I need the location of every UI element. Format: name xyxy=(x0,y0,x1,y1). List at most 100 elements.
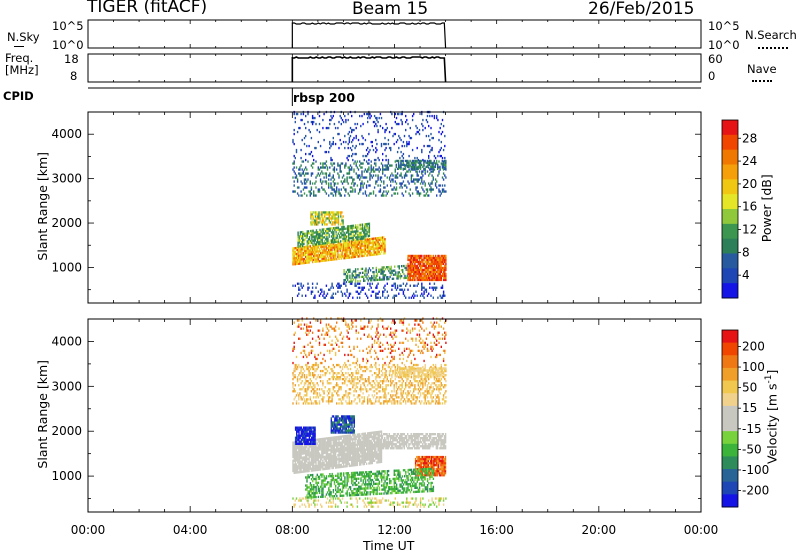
velocity-cell xyxy=(417,439,419,442)
velocity-cell xyxy=(347,431,350,434)
power-cell xyxy=(442,268,445,272)
power-cell xyxy=(321,259,323,263)
power-cell xyxy=(383,276,385,279)
velocity-cell xyxy=(295,471,298,474)
velocity-cell xyxy=(303,468,306,471)
power-cell xyxy=(324,243,326,246)
power-cell xyxy=(422,278,424,282)
power-cell xyxy=(354,226,357,229)
velocity-cell xyxy=(314,434,316,437)
power-cell xyxy=(415,258,417,262)
power-cell xyxy=(307,240,310,243)
velocity-cell xyxy=(325,461,328,464)
power-cell xyxy=(334,252,337,255)
velocity-cell xyxy=(346,415,349,418)
power-cell xyxy=(360,166,362,169)
power-cell xyxy=(415,268,417,272)
power-cell xyxy=(360,249,362,252)
power-cell xyxy=(384,164,386,167)
power-cell xyxy=(367,228,369,232)
power-cell xyxy=(402,270,404,274)
power-cell xyxy=(371,140,373,144)
power-cell xyxy=(365,240,368,243)
power-cell xyxy=(321,240,323,243)
power-cell xyxy=(433,168,436,171)
power-cell xyxy=(422,286,424,289)
power-cell xyxy=(336,221,338,224)
power-cell xyxy=(326,166,329,169)
velocity-cell xyxy=(416,433,418,436)
power-cell xyxy=(416,186,418,189)
power-cell xyxy=(438,184,440,187)
power-cell xyxy=(316,221,318,224)
power-cell xyxy=(296,186,299,189)
power-cell xyxy=(313,120,315,124)
power-cell xyxy=(440,254,442,258)
velocity-cell xyxy=(328,465,330,468)
power-cell xyxy=(330,244,332,247)
power-cell xyxy=(430,167,432,170)
velocity-cell xyxy=(332,450,334,453)
power-cell xyxy=(318,244,321,247)
velocity-cell xyxy=(325,463,328,466)
velocity-cell xyxy=(296,447,299,450)
velocity-cell xyxy=(316,450,318,453)
power-cell xyxy=(305,234,307,237)
velocity-cell xyxy=(352,450,354,453)
power-cell xyxy=(297,239,299,242)
velocity-cell xyxy=(326,439,329,442)
power-cell xyxy=(386,296,388,299)
power-cell xyxy=(364,192,367,195)
power-cell xyxy=(412,159,415,163)
velocity-cell xyxy=(341,461,344,464)
power-cell xyxy=(414,256,416,260)
velocity-cell xyxy=(330,444,332,448)
power-cell xyxy=(348,194,351,197)
power-cell xyxy=(378,116,380,120)
velocity-cell xyxy=(343,421,345,424)
power-cell xyxy=(444,174,446,177)
power-cell xyxy=(437,278,439,282)
power-cell xyxy=(436,194,438,197)
power-cell xyxy=(313,223,316,226)
power-cell xyxy=(331,284,333,287)
power-cell xyxy=(421,112,423,116)
nsky-underline xyxy=(14,46,24,47)
velocity-cell xyxy=(295,449,298,452)
power-cell xyxy=(430,270,432,274)
velocity-cell xyxy=(311,428,313,431)
power-cell xyxy=(372,170,375,173)
power-cell xyxy=(356,122,359,126)
power-cell xyxy=(377,184,379,187)
power-cell xyxy=(323,112,325,116)
velocity-cell xyxy=(305,440,307,443)
power-cell xyxy=(344,188,346,191)
power-cell xyxy=(431,174,433,177)
power-cell xyxy=(301,254,303,257)
power-cell xyxy=(333,215,335,218)
power-cell xyxy=(339,166,341,169)
power-cell xyxy=(345,246,347,250)
power-cell xyxy=(377,156,379,160)
power-cell xyxy=(324,166,326,169)
velocity-cell xyxy=(313,428,315,431)
power-cell xyxy=(421,178,423,181)
velocity-cell xyxy=(413,435,416,438)
power-cell xyxy=(355,243,357,246)
power-cell xyxy=(401,192,403,195)
velocity-cell xyxy=(349,429,351,432)
velocity-cell xyxy=(303,470,306,473)
power-cell xyxy=(302,246,305,249)
power-cell xyxy=(310,292,313,295)
velocity-cell xyxy=(368,432,370,435)
power-cell xyxy=(429,264,431,268)
power-cell xyxy=(408,182,410,185)
power-cell xyxy=(419,294,422,297)
power-cell xyxy=(417,282,419,285)
velocity-cell xyxy=(321,456,323,459)
velocity-cell xyxy=(354,453,356,457)
velocity-cell xyxy=(340,465,342,469)
velocity-cell xyxy=(345,453,347,456)
power-cell xyxy=(354,268,357,271)
power-cell xyxy=(328,241,330,244)
